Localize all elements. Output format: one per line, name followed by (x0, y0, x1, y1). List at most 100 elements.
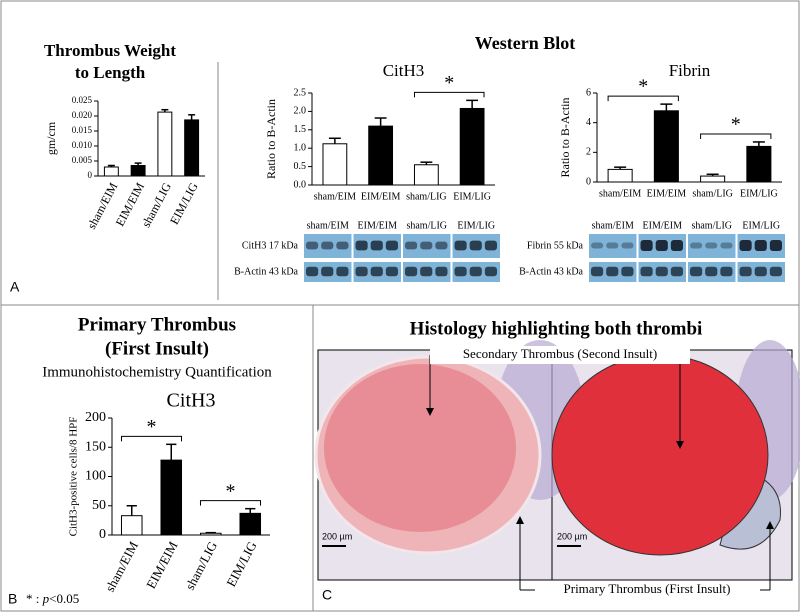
blot-band (336, 266, 349, 277)
blot-band (385, 266, 398, 277)
primary-label: Primary Thrombus (First Insult) (564, 581, 731, 596)
bar (184, 119, 200, 177)
blot-band (435, 266, 448, 277)
blot-band (705, 266, 718, 277)
blot-band (690, 266, 703, 277)
y-tick-label: 150 (85, 439, 106, 454)
row-label: CitH3 17 kDa (242, 240, 299, 251)
y-tick-label: 200 (85, 410, 106, 425)
blot-band (655, 240, 668, 251)
blot-band (690, 242, 703, 249)
blot-band (321, 266, 334, 277)
blot-band (420, 241, 433, 250)
bar (239, 512, 262, 536)
bar (157, 111, 173, 177)
blot-band (670, 266, 683, 277)
y-tick-label: 6 (586, 87, 591, 98)
row-label: Fibrin 55 kDa (527, 240, 584, 251)
blot-band (739, 240, 752, 251)
row-label: B-Actin 43 kDa (234, 266, 298, 277)
label-bg (430, 346, 690, 364)
histology-images: Secondary Thrombus (Second Insult) Prima… (314, 340, 800, 598)
panel-title: Primary Thrombus (78, 314, 236, 335)
x-tick-label: sham/EIM (599, 188, 641, 199)
secondary-thrombus (551, 354, 769, 556)
blot-band (720, 242, 733, 249)
blot-band (355, 266, 368, 277)
chart-title: CitH3 (383, 61, 425, 80)
lane-label: EIM/EIM (358, 220, 398, 231)
blot-lane (688, 234, 736, 258)
blot-band (370, 240, 383, 251)
x-tick-label: EIM/EIM (361, 191, 401, 202)
y-tick-label: 0.0 (294, 179, 307, 190)
blot-band (670, 240, 683, 251)
y-tick-label: 0.010 (72, 140, 93, 150)
blot-band (739, 266, 752, 277)
significance-label: * (147, 416, 157, 438)
blot-band (720, 266, 733, 277)
label-bg (535, 582, 760, 598)
lane-label: sham/EIM (307, 220, 349, 231)
blot-band (621, 266, 634, 277)
panel-subtitle: Immunohistochemistry Quantification (42, 364, 272, 380)
blot-band (420, 266, 433, 277)
footnote: * : p<0.05 (26, 591, 79, 606)
blot-band (484, 240, 497, 251)
blot-band (655, 266, 668, 277)
blot-band (705, 242, 718, 249)
y-tick-label: 0 (586, 176, 591, 187)
histology-title: Histology highlighting both thrombi (410, 318, 703, 339)
chart-title: to Length (75, 63, 146, 82)
x-tick-label: EIM/LIG (740, 188, 778, 199)
blot-band (405, 241, 418, 250)
chart-title: CitH3 (167, 390, 216, 412)
scale-label: 200 µm (322, 531, 352, 541)
panel-title: (First Insult) (105, 338, 209, 359)
bar (103, 166, 119, 177)
blot-band (621, 242, 634, 249)
footnote-star: * : (26, 591, 39, 606)
y-tick-label: 50 (92, 498, 106, 513)
y-axis-label: CitH3-positive cells/8 HPF (68, 417, 80, 537)
bar (120, 515, 143, 536)
y-tick-label: 0 (88, 170, 93, 180)
lane-label: EIM/LIG (742, 220, 780, 231)
chart-title: Thrombus Weight (44, 41, 176, 60)
blot-lane (589, 234, 637, 258)
significance-bracket (607, 95, 679, 102)
blot-band (370, 266, 383, 277)
y-tick-label: 2.5 (294, 87, 307, 98)
significance-label: * (226, 480, 236, 502)
y-tick-label: 2.0 (294, 106, 307, 117)
blot-band (640, 240, 653, 251)
blot-band (754, 240, 767, 251)
bar (459, 107, 485, 186)
blot-band (469, 266, 482, 277)
y-tick-label: 1.5 (294, 124, 307, 135)
x-tick-label: sham/LIG (692, 188, 733, 199)
x-tick-label: EIM/EIM (647, 188, 687, 199)
western-title: Western Blot (475, 33, 576, 53)
lane-label: EIM/LIG (457, 220, 495, 231)
blot-band (484, 266, 497, 277)
blot-band (435, 241, 448, 250)
bar (322, 143, 348, 186)
significance-bracket (199, 500, 262, 506)
blot-band (591, 242, 604, 249)
blot-band (336, 241, 349, 250)
y-tick-label: 100 (85, 469, 106, 484)
bar (130, 165, 146, 177)
footnote-p: p (42, 591, 50, 606)
blot-band (769, 240, 782, 251)
panel-label: A (10, 279, 20, 295)
bar (413, 164, 439, 186)
panel-label: B (8, 591, 17, 607)
blot-band (321, 241, 334, 250)
y-tick-label: 1.0 (294, 142, 307, 153)
blot-band (454, 266, 467, 277)
thrombus (324, 364, 516, 532)
significance-label: * (444, 72, 454, 94)
significance-label: * (731, 114, 741, 136)
